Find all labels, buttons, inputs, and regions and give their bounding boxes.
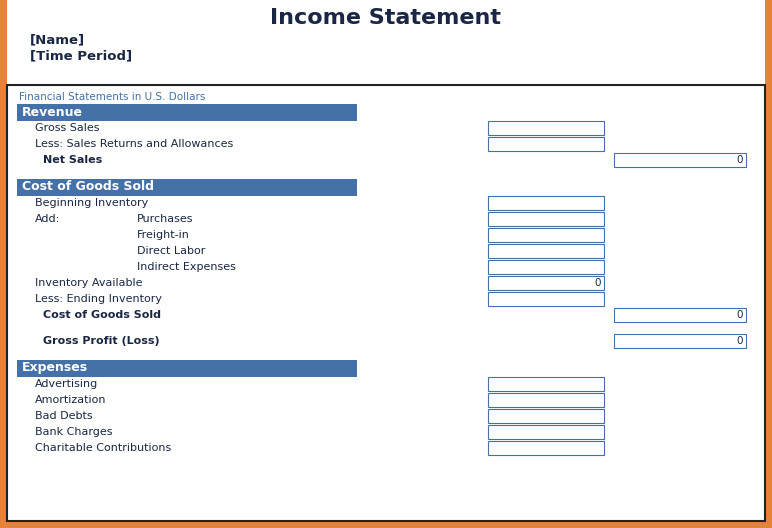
Bar	[488, 137, 604, 151]
Text: Less: Ending Inventory: Less: Ending Inventory	[35, 294, 162, 304]
Text: Inventory Available: Inventory Available	[35, 278, 143, 288]
Text: 0: 0	[736, 310, 743, 320]
Bar	[7, 0, 765, 85]
Text: Cost of Goods Sold: Cost of Goods Sold	[22, 181, 154, 193]
Text: Freight-in: Freight-in	[137, 230, 190, 240]
Text: Amortization: Amortization	[35, 395, 107, 405]
Bar	[614, 153, 746, 167]
Text: Charitable Contributions: Charitable Contributions	[35, 443, 171, 453]
Text: 0: 0	[736, 336, 743, 346]
Text: 0: 0	[736, 155, 743, 165]
Bar	[488, 441, 604, 455]
Bar	[488, 244, 604, 258]
Bar	[17, 103, 357, 120]
Text: Advertising: Advertising	[35, 379, 98, 389]
Bar	[488, 425, 604, 439]
Text: Revenue: Revenue	[22, 106, 83, 118]
Text: Financial Statements in U.S. Dollars: Financial Statements in U.S. Dollars	[19, 92, 205, 102]
Bar	[614, 334, 746, 348]
Text: Beginning Inventory: Beginning Inventory	[35, 198, 148, 208]
Text: Bad Debts: Bad Debts	[35, 411, 93, 421]
Text: Add:: Add:	[35, 214, 60, 224]
Text: Less: Sales Returns and Allowances: Less: Sales Returns and Allowances	[35, 139, 233, 149]
Text: Expenses: Expenses	[22, 362, 88, 374]
Bar	[488, 121, 604, 135]
Text: [Name]: [Name]	[30, 33, 85, 46]
Text: 0: 0	[594, 278, 601, 288]
Bar	[488, 228, 604, 242]
Text: Indirect Expenses: Indirect Expenses	[137, 262, 236, 272]
Text: Direct Labor: Direct Labor	[137, 246, 205, 256]
Text: Net Sales: Net Sales	[43, 155, 102, 165]
Text: Cost of Goods Sold: Cost of Goods Sold	[43, 310, 161, 320]
Bar	[488, 196, 604, 210]
Bar	[488, 276, 604, 290]
Text: Income Statement: Income Statement	[270, 8, 502, 28]
Text: Gross Sales: Gross Sales	[35, 123, 100, 133]
Bar	[488, 377, 604, 391]
Text: [Time Period]: [Time Period]	[30, 50, 132, 62]
Bar	[17, 360, 357, 376]
Bar	[614, 308, 746, 322]
Bar	[488, 212, 604, 226]
Bar	[488, 393, 604, 407]
Bar	[488, 292, 604, 306]
Text: Gross Profit (Loss): Gross Profit (Loss)	[43, 336, 160, 346]
Bar	[488, 260, 604, 274]
Bar	[488, 409, 604, 423]
Text: Bank Charges: Bank Charges	[35, 427, 113, 437]
Bar	[7, 85, 765, 521]
Text: Purchases: Purchases	[137, 214, 194, 224]
Bar	[17, 178, 357, 195]
